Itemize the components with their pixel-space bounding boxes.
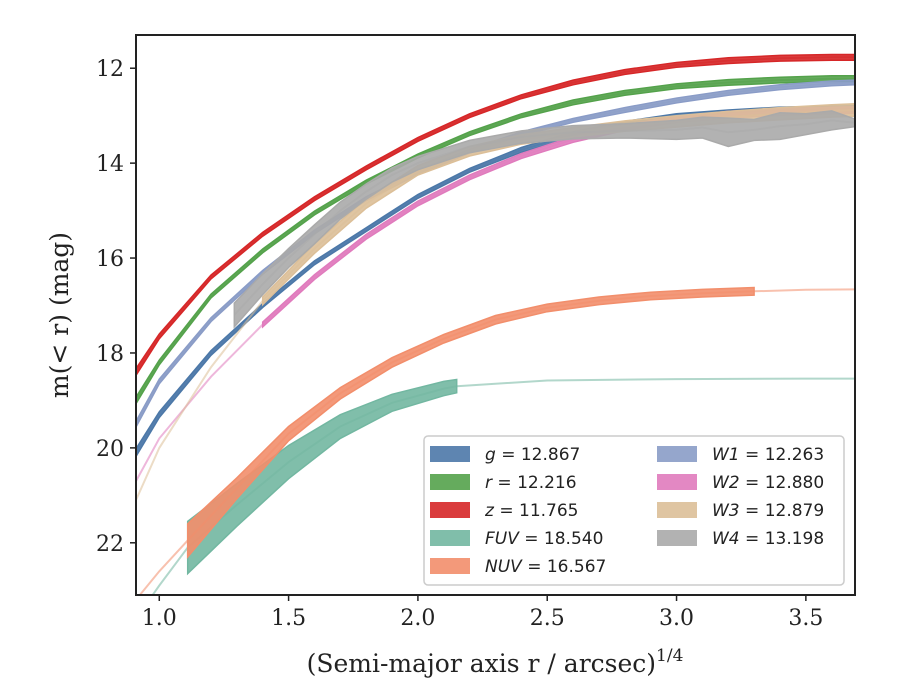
legend-series-name: NUV	[485, 557, 523, 577]
legend-series-value-number: 12.216	[517, 473, 576, 493]
legend-item-z: z = 11.765	[430, 501, 578, 521]
legend-swatch	[430, 502, 470, 518]
legend-label: W3 = 12.879	[712, 501, 824, 521]
y-axis-label: m(< r) (mag)	[45, 232, 74, 398]
series-r	[136, 75, 855, 406]
legend-label: W2 = 12.880	[712, 473, 824, 493]
legend-item-r: r = 12.216	[430, 473, 577, 493]
legend-item-fuv: FUV = 18.540	[430, 529, 603, 549]
legend-item-w3: W3 = 12.879	[657, 501, 824, 521]
series-z	[136, 53, 855, 377]
legend-series-name: W4	[712, 529, 740, 549]
legend-frame	[423, 435, 845, 586]
y-tick-label: 14	[96, 152, 124, 177]
x-axis-label-prefix: (Semi-major axis r / arcsec)	[307, 649, 656, 678]
series-band	[136, 53, 855, 377]
legend-series-value-number: 12.263	[765, 445, 824, 465]
legend-item-nuv: NUV = 16.567	[430, 557, 606, 577]
x-tick-label: 2.0	[400, 606, 435, 631]
series-band	[136, 104, 855, 458]
legend-series-value: =	[740, 445, 765, 465]
legend-series-name: W3	[712, 501, 740, 521]
legend-label: g = 12.867	[485, 445, 580, 465]
series-band	[186, 378, 458, 576]
y-axis: 12 14 16 18 20 22	[96, 57, 136, 557]
legend: g = 12.867 r = 12.216 z = 11.765 FUV = 18.5…	[423, 435, 845, 586]
legend-series-value: =	[519, 529, 544, 549]
series-nuv	[138, 286, 855, 595]
x-tick-label: 1.0	[142, 606, 177, 631]
legend-series-value: =	[740, 529, 765, 549]
legend-series-value-number: 18.540	[544, 529, 603, 549]
series-band	[186, 286, 755, 560]
legend-series-value: =	[740, 473, 765, 493]
legend-item-g: g = 12.867	[430, 445, 580, 465]
legend-item-w1: W1 = 12.263	[657, 445, 824, 465]
series-g	[136, 104, 855, 458]
legend-series-value-number: 12.880	[765, 473, 824, 493]
x-tick-label: 3.0	[659, 606, 694, 631]
legend-series-value: =	[492, 473, 517, 493]
y-tick-label: 16	[96, 247, 124, 272]
legend-swatch	[430, 446, 470, 462]
x-axis: 1.0 1.5 2.0 2.5 3.0 3.5	[142, 595, 823, 631]
legend-series-value: =	[740, 501, 765, 521]
legend-label: W1 = 12.263	[712, 445, 824, 465]
legend-label: FUV = 18.540	[485, 529, 603, 549]
legend-series-value-number: 13.198	[765, 529, 824, 549]
legend-swatch	[430, 558, 470, 574]
series-band	[261, 105, 855, 329]
legend-swatch	[657, 446, 697, 462]
legend-swatch	[430, 530, 470, 546]
plot-series	[136, 53, 855, 595]
legend-series-value: =	[496, 445, 521, 465]
x-axis-label-sup: 1/4	[656, 646, 683, 666]
legend-swatch	[657, 474, 697, 490]
x-tick-label: 3.5	[788, 606, 823, 631]
y-tick-label: 22	[96, 532, 124, 557]
legend-swatch	[430, 474, 470, 490]
y-tick-label: 20	[96, 437, 124, 462]
legend-series-name: W1	[712, 445, 740, 465]
legend-series-name: z	[484, 501, 495, 521]
y-tick-label: 18	[96, 342, 124, 367]
legend-label: r = 12.216	[485, 473, 577, 493]
legend-series-value: =	[522, 557, 547, 577]
x-tick-label: 1.5	[271, 606, 306, 631]
x-tick-label: 2.5	[530, 606, 565, 631]
plot-frame	[135, 34, 856, 596]
legend-label: NUV = 16.567	[485, 557, 606, 577]
y-tick-label: 12	[96, 57, 124, 82]
legend-series-value-number: 11.765	[519, 501, 578, 521]
legend-item-w4: W4 = 13.198	[657, 529, 824, 549]
legend-label: W4 = 13.198	[712, 529, 824, 549]
legend-series-value-number: 12.867	[521, 445, 580, 465]
legend-swatch	[657, 530, 697, 546]
legend-series-value: =	[494, 501, 519, 521]
legend-label: z = 11.765	[484, 501, 578, 521]
series-band	[233, 110, 855, 329]
legend-series-value-number: 12.879	[765, 501, 824, 521]
legend-swatch	[657, 502, 697, 518]
legend-series-value-number: 16.567	[547, 557, 606, 577]
legend-item-w2: W2 = 12.880	[657, 473, 824, 493]
legend-series-name: r	[485, 473, 493, 493]
x-axis-label: (Semi-major axis r / arcsec)1/4	[307, 646, 684, 678]
legend-series-name: g	[485, 445, 496, 465]
series-w4	[233, 110, 855, 329]
legend-series-name: W2	[712, 473, 740, 493]
series-band	[136, 75, 855, 406]
legend-series-name: FUV	[485, 529, 520, 549]
